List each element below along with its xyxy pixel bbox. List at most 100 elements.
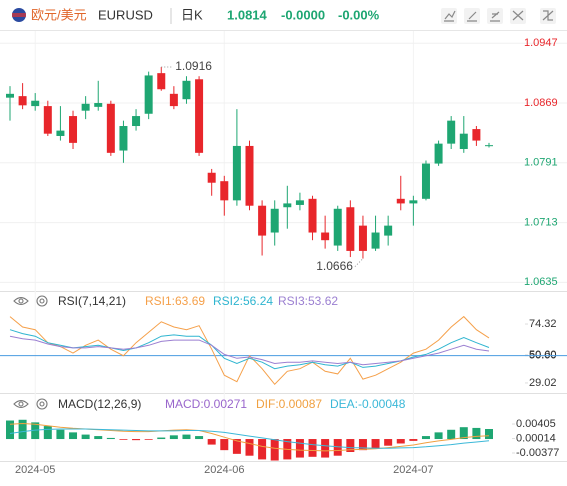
- y-tick-label: 50.60: [529, 349, 557, 361]
- histogram-bar: [43, 426, 52, 440]
- settings-center: [39, 401, 45, 407]
- histogram-bar: [195, 436, 204, 440]
- histogram-bar: [371, 439, 380, 449]
- candle-body: [207, 172, 216, 183]
- candle-body: [472, 129, 481, 141]
- candle-body: [447, 120, 456, 144]
- y-tick-label: 74.32: [529, 318, 557, 330]
- annotation: 1.0916: [175, 59, 212, 73]
- histogram-bar: [94, 436, 103, 440]
- indicator-line: [9, 335, 490, 366]
- x-tick-label: 2024-06: [204, 464, 244, 476]
- candle-body: [384, 225, 393, 236]
- indicator-line: [9, 329, 490, 370]
- candle-body: [295, 200, 304, 205]
- eye-icon[interactable]: [13, 296, 29, 306]
- histogram-bar: [295, 439, 304, 458]
- histogram-bar: [69, 432, 78, 440]
- histogram-bar: [169, 435, 178, 440]
- candle-body: [144, 75, 153, 114]
- histogram-bar: [207, 439, 216, 445]
- legend-entry: DIF:0.00087: [256, 397, 322, 411]
- histogram-bar: [308, 439, 317, 457]
- histogram-bar: [56, 429, 65, 440]
- instrument-name[interactable]: 欧元/美元: [31, 7, 87, 22]
- candle-body: [459, 133, 468, 150]
- histogram-bar: [434, 432, 443, 440]
- y-tick-label: 1.0947: [524, 37, 558, 49]
- candle-body: [283, 203, 292, 208]
- y-tick-label: 1.0869: [524, 97, 558, 109]
- tool-icon: [512, 10, 524, 21]
- histogram-bar: [358, 439, 367, 451]
- candle-body: [195, 79, 204, 153]
- histogram-bar: [232, 439, 241, 454]
- tool-icon: [444, 10, 456, 22]
- settings-icon[interactable]: [36, 295, 48, 307]
- panel-icons: [13, 295, 48, 410]
- price-change-pct: -0.00%: [338, 7, 380, 22]
- candle-body: [119, 126, 128, 151]
- legend-entry: RSI3:53.62: [278, 294, 338, 308]
- histogram-bar: [421, 436, 430, 440]
- tool-icon: [467, 11, 477, 22]
- histogram-bar: [182, 434, 191, 440]
- flag-stripe: [12, 13, 26, 17]
- candle-body: [421, 163, 430, 199]
- x-tick-label: 2024-07: [393, 464, 433, 476]
- histogram-bar: [459, 427, 468, 440]
- eye-icon[interactable]: [13, 399, 29, 409]
- annotation-leader: [354, 258, 364, 267]
- histogram-bar: [447, 429, 456, 440]
- histogram-bar: [119, 439, 128, 440]
- price-change: -0.0000: [281, 7, 325, 22]
- x-tick-label: 2024-05: [15, 464, 55, 476]
- eye-pupil: [18, 298, 24, 304]
- histogram-bar: [333, 439, 342, 456]
- candle-body: [157, 73, 166, 90]
- candle-body: [232, 145, 241, 201]
- histogram-bar: [258, 439, 267, 460]
- period[interactable]: 日K: [181, 7, 203, 22]
- indicator-line: [9, 428, 490, 449]
- y-tick-label: 0.00014: [516, 432, 556, 444]
- legend-entry: DEA:-0.00048: [330, 397, 406, 411]
- candle-body: [94, 103, 103, 107]
- candle-body: [245, 145, 254, 206]
- histogram-bar: [220, 439, 229, 451]
- histogram-bar: [31, 422, 40, 440]
- histogram-bar: [132, 439, 141, 441]
- histogram-bar: [409, 439, 418, 441]
- legend-entry: RSI2:56.24: [213, 294, 273, 308]
- settings-icon[interactable]: [36, 398, 48, 410]
- candle-body: [485, 145, 493, 147]
- histogram-bar: [157, 437, 166, 440]
- candle-body: [182, 80, 191, 100]
- y-tick-label: 29.02: [529, 377, 557, 389]
- eye-pupil: [18, 401, 24, 407]
- candle-body: [81, 103, 90, 111]
- candle-body: [371, 232, 380, 249]
- tool-button[interactable]: [441, 8, 457, 24]
- annotation: 1.0666: [316, 259, 353, 273]
- indicator-title: MACD(12,26,9): [58, 397, 141, 411]
- candle-body: [346, 207, 355, 251]
- candle-body: [321, 232, 330, 241]
- toolbar: [441, 8, 556, 24]
- histogram-bar: [346, 439, 355, 452]
- histogram-bar: [144, 439, 153, 440]
- histogram-bar: [321, 439, 330, 458]
- instrument-symbol: EURUSD: [98, 7, 153, 22]
- y-tick-label: 0.00405: [516, 418, 556, 430]
- candle-body: [43, 106, 52, 134]
- candle-body: [220, 181, 229, 201]
- legend-entry: MACD:0.00271: [165, 397, 247, 411]
- legend-entry: RSI1:63.69: [145, 294, 205, 308]
- candle-body: [270, 208, 279, 233]
- histogram-bar: [485, 429, 493, 440]
- candle-body: [434, 143, 443, 164]
- last-price: 1.0814: [227, 7, 268, 22]
- candle-body: [409, 200, 418, 204]
- histogram-bar: [106, 437, 115, 440]
